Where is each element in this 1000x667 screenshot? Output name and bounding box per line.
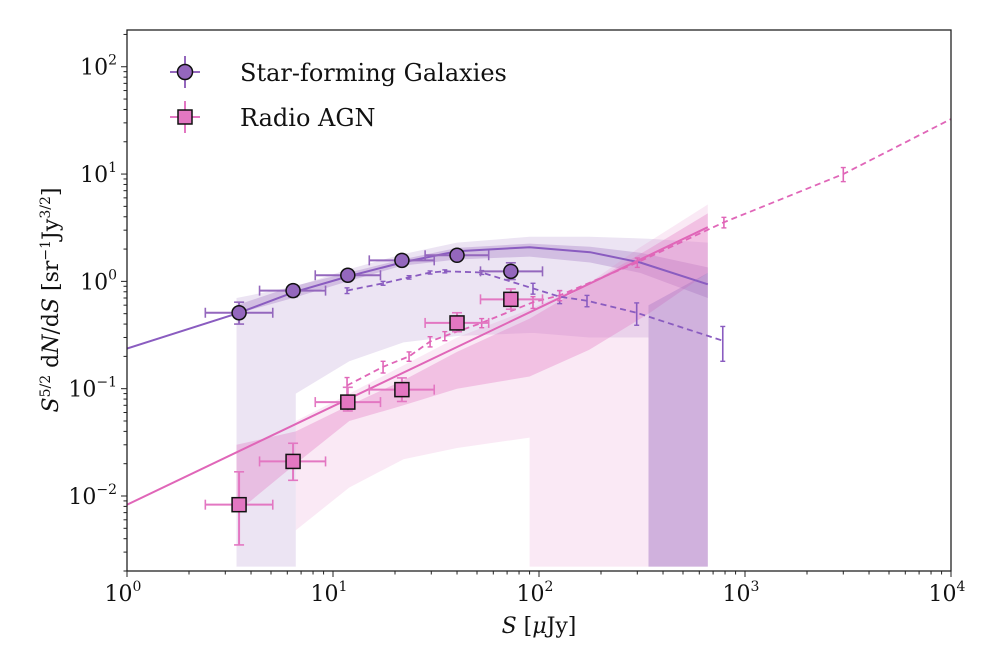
sfg-point [394,252,410,269]
y-axis-title: S5/2 dN/dS [sr−1Jy3/2] [38,188,64,413]
legend-agn-marker [177,109,193,125]
sfg-point [340,267,356,284]
model-lines [127,118,951,506]
agn-point [231,496,247,513]
agn-point [394,381,410,398]
legend-sfg-marker [176,63,194,81]
sfg-point [449,247,465,264]
sfg-point [503,263,519,280]
x-tick-label: 101 [311,579,348,607]
sfg-point [231,305,247,321]
legend-sfg-label: Star-forming Galaxies [240,59,507,87]
band-agn-inner-band [236,213,708,513]
confidence-bands [236,204,708,567]
legend-agn-label: Radio AGN [240,104,376,132]
y-axis: 10−2 10−1 100 101 102 [68,33,127,572]
y-tick-label: 10−2 [68,482,117,510]
legend: Star-forming Galaxies Radio AGN [170,56,507,133]
series-line-2 [127,246,709,350]
band-sfg-outer-region [236,236,708,567]
x-tick-label: 103 [723,579,760,607]
y-tick-label: 101 [80,160,117,188]
sfg-point [285,282,301,299]
x-tick-label: 102 [517,579,554,607]
x-axis-title: S [μJy] [502,614,577,639]
x-tick-label: 100 [105,579,142,607]
x-axis: 100 101 102 103 104 [105,571,966,607]
band-agn-outer-region [295,204,708,567]
y-tick-label: 100 [80,267,117,295]
agn-point [449,315,465,331]
y-tick-label: 102 [80,53,117,81]
series-line-4 [346,270,724,342]
y-tick-label: 10−1 [68,375,117,403]
agn-point [503,291,519,308]
x-tick-label: 104 [929,579,966,607]
data-points [204,247,544,546]
series-line-3 [127,226,709,506]
band-sfg-right-column [648,272,708,567]
agn-point [285,453,301,470]
legend-entry-sfg: Star-forming Galaxies [170,56,507,88]
band-sfg-inner-band [236,243,708,314]
agn-point [340,394,356,410]
legend-entry-agn: Radio AGN [170,101,376,133]
series-line-5 [346,118,951,387]
